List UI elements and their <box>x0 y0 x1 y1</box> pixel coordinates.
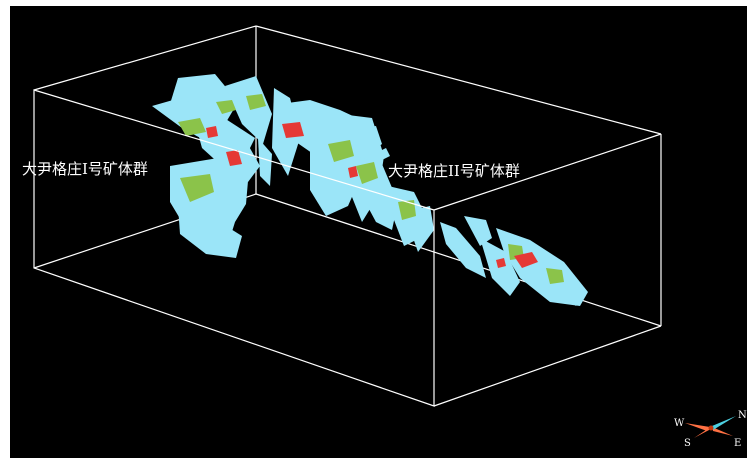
orebody-grade-high <box>496 258 506 268</box>
orebody-slab <box>440 222 486 278</box>
orebody-grade-mid <box>356 162 378 184</box>
compass-south-arm <box>694 426 712 438</box>
bounding-box-front <box>33 25 662 407</box>
compass-east-label: E <box>734 438 741 449</box>
box-edge <box>433 133 662 211</box>
orebody-grade-mid <box>178 118 206 136</box>
orebody-grade-mid <box>180 174 214 202</box>
orebody-slab <box>350 126 382 156</box>
orebody-slab <box>404 206 434 252</box>
compass-south-label: S <box>684 438 691 449</box>
orebody-slab <box>378 148 390 160</box>
orebody-grade-mid <box>246 94 266 110</box>
box-edge <box>433 325 662 407</box>
orebody-slab <box>310 136 362 216</box>
compass-west-arm <box>685 423 710 431</box>
3d-viewport[interactable]: 大尹格庄I号矿体群 大尹格庄II号矿体群 W N S E <box>10 6 747 458</box>
compass-center <box>708 425 714 431</box>
box-edge <box>255 25 662 135</box>
orebody-group-2 <box>280 100 434 252</box>
orebody-slab <box>225 76 272 144</box>
orebody-grade-high <box>514 252 538 268</box>
orebody-grade-high <box>348 166 358 178</box>
compass: W N S E <box>674 410 747 449</box>
orebody-grade-mid <box>398 200 416 220</box>
compass-east-arm <box>712 427 733 436</box>
orebody-slab <box>464 216 492 246</box>
orebody-grade-mid <box>546 268 564 284</box>
compass-north-arm <box>712 416 736 430</box>
orebody-group-2-label: 大尹格庄II号矿体群 <box>388 162 520 180</box>
compass-north-label: N <box>738 410 747 421</box>
box-edge <box>255 193 662 327</box>
orebody-grade-high <box>282 122 304 138</box>
orebody-group-1 <box>152 74 300 258</box>
orebody-grade-mid <box>216 100 236 114</box>
orebody-slab <box>258 138 272 186</box>
orebody-scene: 大尹格庄I号矿体群 大尹格庄II号矿体群 W N S E <box>22 25 747 449</box>
orebody-grade-high <box>226 150 242 166</box>
compass-west-label: W <box>674 418 685 429</box>
orebody-group-1-label: 大尹格庄I号矿体群 <box>22 160 148 178</box>
orebody-slab <box>178 206 242 258</box>
box-edge <box>33 25 257 91</box>
orebody-grade-mid <box>328 140 354 162</box>
orebody-group-2-extension <box>440 216 588 306</box>
orebody-grade-high <box>206 126 218 138</box>
